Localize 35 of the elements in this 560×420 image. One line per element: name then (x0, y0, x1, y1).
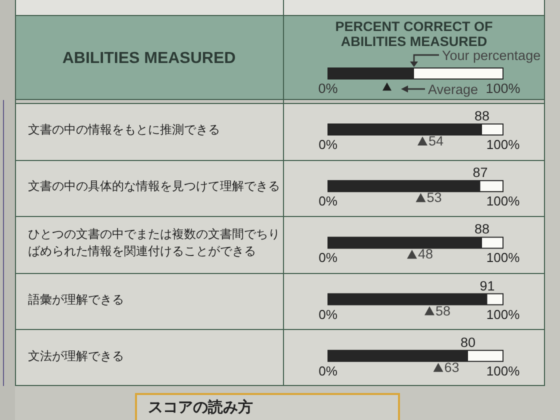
chart-title: PERCENT CORRECT OF ABILITIES MEASURED (334, 19, 494, 49)
text: 0% (318, 81, 338, 96)
text: 0% (318, 137, 338, 152)
point (424, 306, 434, 316)
data-label: 48 (418, 246, 434, 262)
text: 0% (318, 250, 338, 266)
text: 0% (318, 306, 338, 322)
data-label: 80 (460, 334, 476, 350)
data-label: 63 (444, 360, 460, 375)
data-label: 91 (480, 278, 495, 294)
text: 100% (486, 306, 520, 322)
y-tick-label: 文法が理解できる (28, 348, 124, 363)
y-tick-label: 文書の中の情報をもとに推測できる (28, 122, 220, 136)
point (416, 193, 426, 202)
point (407, 250, 417, 259)
data-label: 88 (474, 222, 490, 237)
data-label: 53 (426, 190, 442, 206)
text: 100% (486, 137, 520, 152)
data-label: 58 (436, 303, 451, 318)
text: 100% (486, 363, 520, 378)
point (433, 362, 444, 372)
data-label: 88 (474, 108, 490, 124)
text: 100% (486, 81, 520, 96)
point (418, 136, 428, 146)
text: 100% (486, 250, 520, 266)
data-label: 87 (472, 165, 488, 180)
data-label: 54 (428, 134, 444, 148)
text: 0% (318, 363, 338, 378)
y-axis-title: ABILITIES MEASURED (61, 50, 237, 68)
y-tick-label: ひとつの文書の中でまたは複数の文書間でちりばめられた情報を関連付けることができる (28, 227, 280, 258)
legend-label: Your percentage (442, 48, 541, 63)
y-tick-label: 語彙が理解できる (28, 292, 124, 306)
legend-label: Average (428, 82, 478, 97)
text: スコアの読み方 (148, 398, 253, 417)
y-tick-label: 文書の中の具体的な情報を見つけて理解できる (28, 179, 280, 194)
